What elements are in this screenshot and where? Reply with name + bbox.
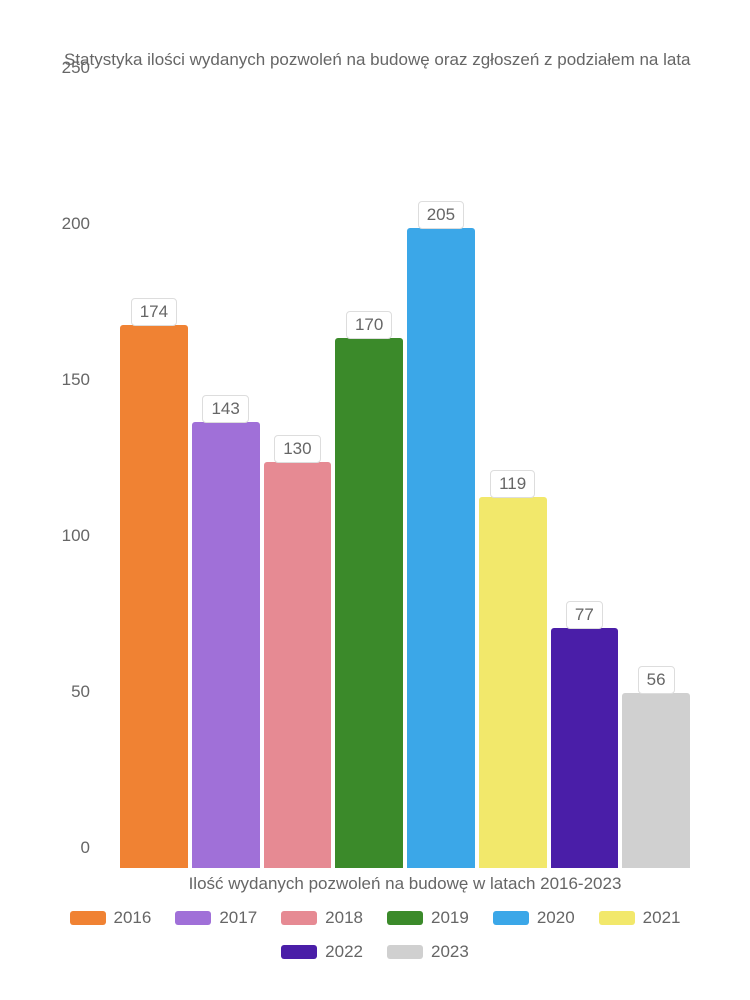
legend: 2016 2017 2018 2019 2020 2021 2022 2023 — [40, 908, 710, 962]
legend-item: 2023 — [387, 942, 469, 962]
bar — [192, 422, 260, 868]
bar — [407, 228, 475, 868]
legend-item: 2019 — [387, 908, 469, 928]
bar — [335, 338, 403, 868]
legend-swatch — [599, 911, 635, 925]
plot-area: 174 143 130 170 205 119 77 56 — [100, 88, 710, 868]
legend-label: 2023 — [431, 942, 469, 962]
bar-slot: 170 — [335, 88, 403, 868]
bar — [264, 462, 332, 868]
bar-value-label: 170 — [346, 311, 392, 339]
y-tick: 250 — [62, 58, 90, 78]
legend-item: 2022 — [281, 942, 363, 962]
legend-label: 2021 — [643, 908, 681, 928]
bar-slot: 174 — [120, 88, 188, 868]
legend-swatch — [281, 911, 317, 925]
y-tick: 0 — [81, 838, 90, 858]
legend-swatch — [493, 911, 529, 925]
bar-value-label: 205 — [418, 201, 464, 229]
legend-item: 2021 — [599, 908, 681, 928]
bar-value-label: 143 — [202, 395, 248, 423]
bar-slot: 119 — [479, 88, 547, 868]
bar-slot: 143 — [192, 88, 260, 868]
bar-value-label: 77 — [566, 601, 603, 629]
bar-slot: 130 — [264, 88, 332, 868]
legend-label: 2018 — [325, 908, 363, 928]
x-axis-label: Ilość wydanych pozwoleń na budowę w lata… — [100, 874, 710, 894]
legend-item: 2018 — [281, 908, 363, 928]
y-tick: 50 — [71, 682, 90, 702]
bar — [622, 693, 690, 868]
bar-value-label: 130 — [274, 435, 320, 463]
legend-swatch — [70, 911, 106, 925]
legend-swatch — [387, 911, 423, 925]
legend-swatch — [175, 911, 211, 925]
legend-swatch — [281, 945, 317, 959]
legend-label: 2017 — [219, 908, 257, 928]
y-tick: 200 — [62, 214, 90, 234]
y-tick: 100 — [62, 526, 90, 546]
y-axis: 050100150200250 — [40, 88, 100, 868]
legend-label: 2020 — [537, 908, 575, 928]
bar — [479, 497, 547, 868]
legend-label: 2016 — [114, 908, 152, 928]
bar-value-label: 56 — [638, 666, 675, 694]
legend-label: 2019 — [431, 908, 469, 928]
chart-area: 050100150200250 1741431301702051197756 — [40, 88, 710, 868]
legend-swatch — [387, 945, 423, 959]
legend-item: 2016 — [70, 908, 152, 928]
bar-slot: 77 — [551, 88, 619, 868]
bar — [551, 628, 619, 868]
legend-item: 2017 — [175, 908, 257, 928]
y-tick: 150 — [62, 370, 90, 390]
bar-value-label: 174 — [131, 298, 177, 326]
chart-title: Statystyka ilości wydanych pozwoleń na b… — [64, 50, 710, 70]
bar-slot: 205 — [407, 88, 475, 868]
bar-slot: 56 — [622, 88, 690, 868]
legend-item: 2020 — [493, 908, 575, 928]
bar — [120, 325, 188, 868]
legend-label: 2022 — [325, 942, 363, 962]
bar-value-label: 119 — [490, 470, 535, 498]
